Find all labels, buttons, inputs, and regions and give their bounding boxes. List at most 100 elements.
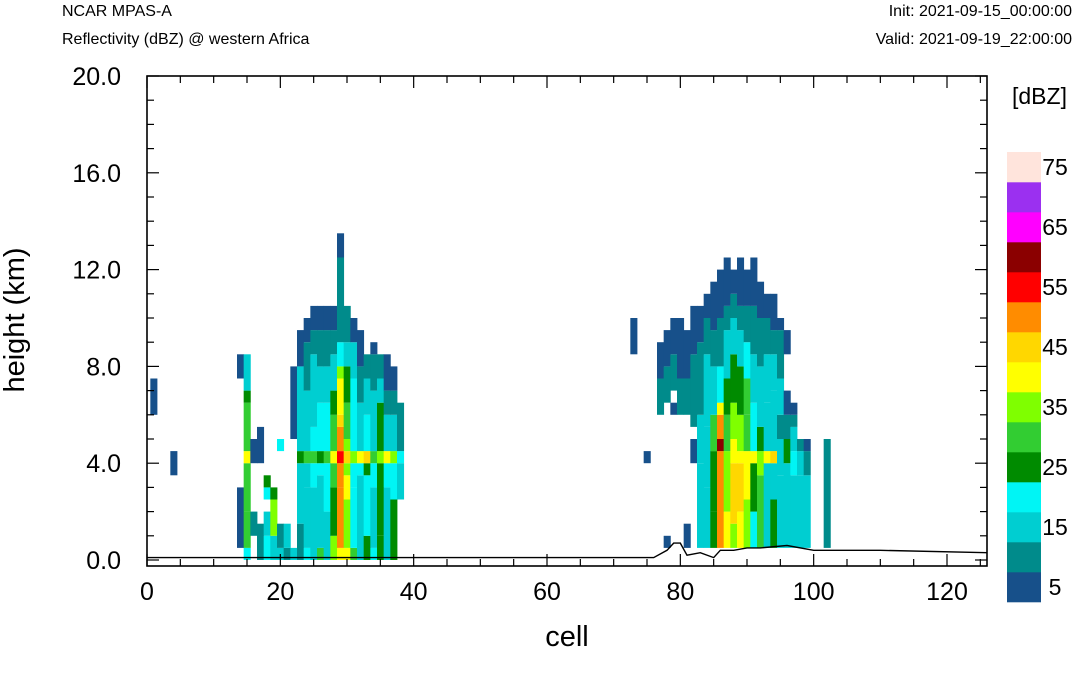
heatmap-cell: [723, 451, 731, 512]
colorbar-swatch: [1007, 512, 1041, 543]
x-tick-label: 80: [666, 578, 694, 606]
heatmap-cell: [797, 475, 805, 548]
heatmap-cell: [377, 499, 385, 536]
heatmap-cell: [383, 487, 391, 560]
heatmap-cell: [703, 318, 711, 355]
heatmap-cell: [363, 414, 371, 452]
heatmap-cell: [757, 281, 765, 318]
heatmap-cell: [730, 293, 738, 318]
heatmap-cell: [777, 414, 785, 439]
heatmap-cell: [770, 293, 778, 331]
heatmap-cell: [697, 414, 705, 464]
heatmap-cell: [277, 523, 285, 548]
heatmap-cell: [737, 257, 745, 306]
heatmap-cell: [303, 451, 311, 464]
heatmap-cell: [803, 475, 811, 548]
heatmap-cell: [310, 487, 318, 560]
heatmap-cell: [283, 523, 291, 548]
heatmap-cell: [337, 342, 345, 367]
heatmap-cell: [370, 463, 378, 488]
heatmap-cell: [737, 463, 745, 512]
heatmap-cell: [743, 269, 751, 306]
heatmap-cell: [323, 402, 331, 452]
heatmap-cell: [310, 305, 318, 331]
heatmap-cell: [683, 523, 691, 548]
heatmap-cell: [337, 378, 345, 415]
heatmap-cell: [317, 330, 325, 367]
heatmap-cell: [743, 342, 751, 379]
heatmap-cell: [317, 305, 325, 331]
plot-frame: [146, 75, 988, 567]
heatmap-cell: [757, 366, 765, 427]
heatmap-cell: [690, 439, 698, 464]
heatmap-cell: [763, 293, 771, 318]
terrain-line: [147, 542, 988, 559]
x-tick-label: 40: [400, 578, 428, 606]
heatmap-cell: [737, 511, 745, 548]
heatmap-cell: [390, 414, 398, 452]
heatmap-cell: [270, 499, 278, 536]
heatmap-cell: [383, 463, 391, 488]
heatmap-cell: [303, 463, 311, 488]
heatmap-cell: [330, 535, 338, 560]
heatmap-cell: [717, 318, 725, 367]
heatmap-cell: [343, 366, 351, 403]
heatmap-cell: [390, 499, 398, 560]
heatmap-cell: [783, 439, 791, 464]
colorbar-swatch: [1007, 182, 1041, 213]
x-tick-labels: 0 20 40 60 80 100 120: [140, 578, 968, 606]
heatmap-cell: [723, 257, 731, 306]
colorbar-swatch: [1007, 332, 1041, 363]
heatmap-cell: [270, 487, 278, 500]
heatmap-cell: [250, 511, 258, 536]
heatmap-cell: [730, 463, 738, 524]
x-tick-label: 0: [140, 578, 154, 606]
heatmap-cell: [670, 318, 678, 355]
axis-ticks: [146, 75, 987, 566]
heatmap-cell: [703, 487, 711, 548]
heatmap-cell: [270, 535, 278, 560]
heatmap-cell: [757, 318, 765, 367]
heatmap-cell: [777, 378, 785, 415]
heatmap-cell: [717, 439, 725, 452]
heatmap-cell: [670, 354, 678, 391]
heatmap-cell: [730, 318, 738, 355]
heatmap-cell: [310, 426, 318, 452]
heatmap-cell: [723, 511, 731, 548]
heatmap-cell: [770, 330, 778, 355]
heatmap-cells: [150, 233, 831, 560]
heatmap-cell: [363, 463, 371, 476]
heatmap-cell: [390, 463, 398, 500]
heatmap-cell: [243, 354, 251, 391]
heatmap-cell: [790, 451, 798, 476]
chart-subtitle: Reflectivity (dBZ) @ western Africa: [62, 31, 310, 48]
heatmap-cell: [743, 499, 751, 548]
heatmap-cell: [750, 305, 758, 355]
heatmap-cell: [377, 451, 385, 464]
heatmap-cell: [297, 523, 305, 560]
heatmap-cell: [370, 342, 378, 355]
heatmap-cell: [383, 354, 391, 391]
heatmap-cell: [350, 487, 358, 548]
heatmap-cell: [330, 451, 338, 464]
heatmap-cell: [697, 463, 705, 548]
colorbar-tick-label: 5: [1049, 574, 1062, 600]
heatmap-cell: [730, 402, 738, 439]
heatmap-cell: [237, 354, 245, 379]
heatmap-cell: [770, 390, 778, 452]
heatmap-cell: [370, 354, 378, 391]
heatmap-cell: [310, 354, 318, 427]
heatmap-cell: [710, 414, 718, 452]
model-title: NCAR MPAS-A: [62, 3, 172, 20]
heatmap-cell: [390, 366, 398, 391]
heatmap-cell: [710, 281, 718, 331]
heatmap-cell: [683, 330, 691, 379]
heatmap-cell: [730, 439, 738, 464]
colorbar-swatch: [1007, 152, 1041, 183]
y-tick-label: 8.0: [86, 353, 121, 381]
colorbar: 5 15 25 35 45 55 65 75: [1007, 152, 1068, 603]
heatmap-cell: [717, 451, 725, 548]
heatmap-cell: [783, 463, 791, 548]
y-tick-label: 20.0: [72, 63, 121, 91]
heatmap-cell: [757, 426, 765, 452]
